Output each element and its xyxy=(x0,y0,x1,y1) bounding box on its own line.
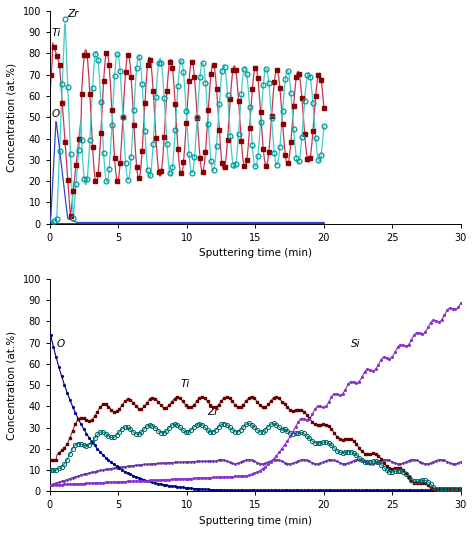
Text: Ti: Ti xyxy=(180,379,189,389)
Text: Zr: Zr xyxy=(208,407,219,417)
Text: Ti: Ti xyxy=(52,28,61,38)
X-axis label: Sputtering time (min): Sputtering time (min) xyxy=(199,248,312,258)
Text: O: O xyxy=(52,109,60,119)
Y-axis label: Concentration (at.%): Concentration (at.%) xyxy=(7,330,17,440)
Text: Zr: Zr xyxy=(68,9,79,19)
X-axis label: Sputtering time (min): Sputtering time (min) xyxy=(199,516,312,526)
Text: Si: Si xyxy=(351,339,361,349)
Text: O: O xyxy=(57,339,65,349)
Y-axis label: Concentration (at.%): Concentration (at.%) xyxy=(7,63,17,172)
